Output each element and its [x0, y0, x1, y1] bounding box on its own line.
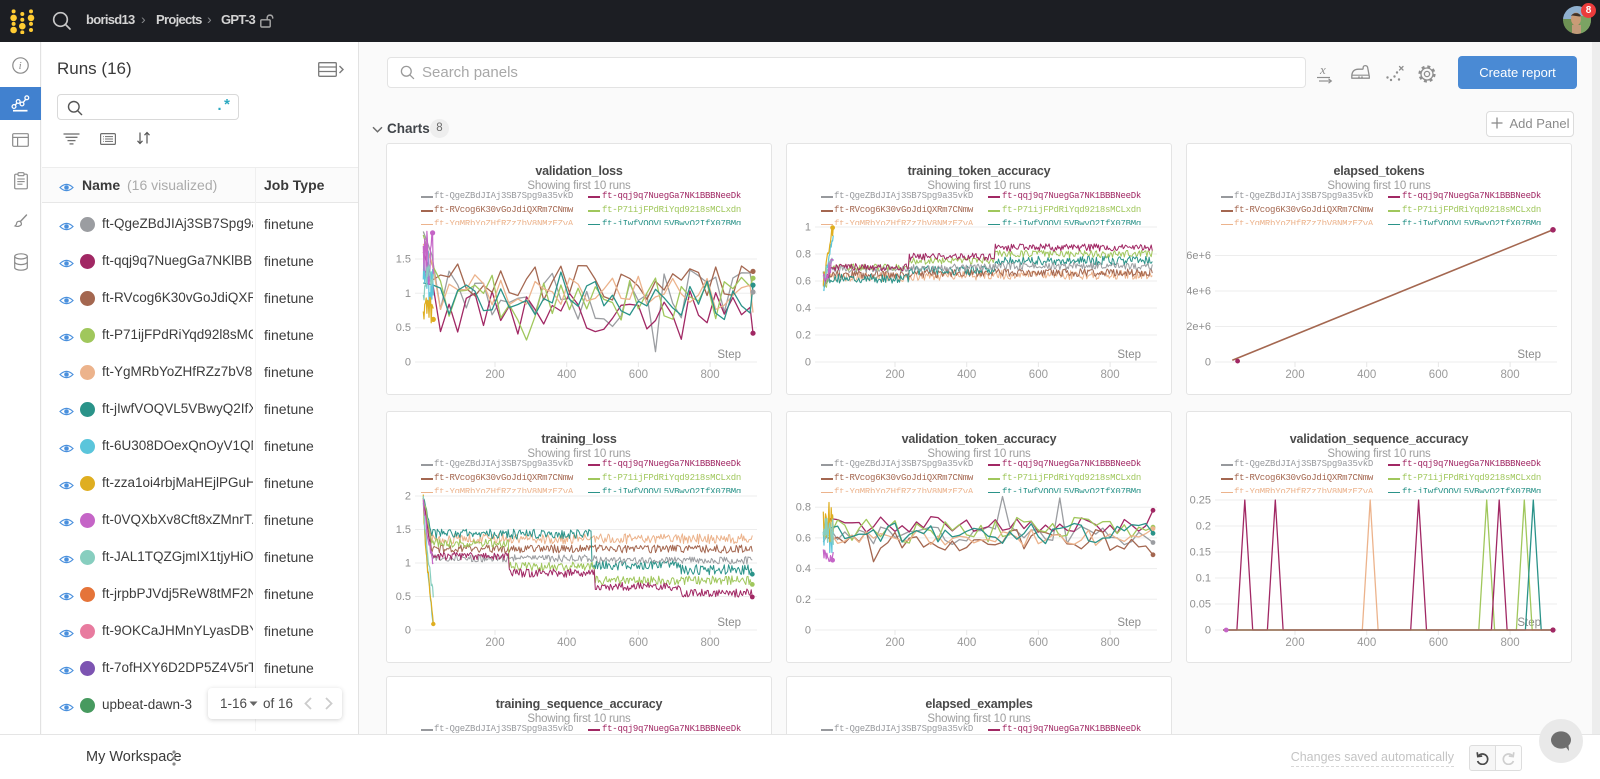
svg-text:0: 0: [805, 625, 811, 637]
svg-text:0.4: 0.4: [796, 303, 811, 315]
svg-text:200: 200: [885, 369, 904, 381]
svg-text:0: 0: [405, 357, 411, 369]
svg-text:6e+6: 6e+6: [1187, 250, 1211, 262]
svg-text:0: 0: [1205, 357, 1211, 369]
svg-text:0.8: 0.8: [796, 249, 811, 261]
svg-text:200: 200: [1285, 369, 1304, 381]
svg-text:i: i: [19, 60, 22, 72]
svg-text:400: 400: [1357, 369, 1376, 381]
svg-text:800: 800: [1501, 369, 1520, 381]
svg-text:Step: Step: [717, 349, 741, 361]
svg-text:Step: Step: [1117, 349, 1141, 361]
svg-text:400: 400: [957, 369, 976, 381]
svg-text:800: 800: [701, 637, 720, 649]
svg-text:0.6: 0.6: [796, 276, 811, 288]
svg-text:0.4: 0.4: [796, 563, 811, 575]
svg-text:x: x: [1319, 64, 1326, 77]
svg-text:0: 0: [805, 357, 811, 369]
svg-text:0.2: 0.2: [1196, 521, 1211, 533]
svg-text:4e+6: 4e+6: [1187, 286, 1211, 298]
svg-text:1: 1: [405, 558, 411, 570]
svg-text:600: 600: [1429, 637, 1448, 649]
svg-text:Step: Step: [1517, 349, 1541, 361]
svg-text:400: 400: [1357, 637, 1376, 649]
svg-text:Step: Step: [1517, 617, 1541, 629]
svg-text:200: 200: [885, 637, 904, 649]
svg-text:800: 800: [1101, 637, 1120, 649]
svg-text:200: 200: [485, 637, 504, 649]
svg-text:600: 600: [1029, 369, 1048, 381]
svg-text:200: 200: [1285, 637, 1304, 649]
svg-text:600: 600: [1029, 637, 1048, 649]
svg-text:400: 400: [557, 369, 576, 381]
svg-text:2e+6: 2e+6: [1187, 321, 1211, 333]
svg-text:0.05: 0.05: [1190, 599, 1211, 611]
svg-text:400: 400: [557, 637, 576, 649]
svg-text:1.5: 1.5: [396, 254, 411, 266]
svg-text:600: 600: [629, 637, 648, 649]
svg-text:2: 2: [405, 491, 411, 503]
svg-text:0.15: 0.15: [1190, 547, 1211, 559]
svg-text:1: 1: [405, 288, 411, 300]
svg-text:0.8: 0.8: [796, 502, 811, 514]
svg-text:0: 0: [405, 625, 411, 637]
svg-text:0.2: 0.2: [796, 594, 811, 606]
svg-text:0.6: 0.6: [796, 532, 811, 544]
svg-text:0.1: 0.1: [1196, 573, 1211, 585]
svg-text:800: 800: [1501, 637, 1520, 649]
svg-text:200: 200: [485, 369, 504, 381]
svg-text:0.2: 0.2: [796, 330, 811, 342]
svg-text:600: 600: [629, 369, 648, 381]
svg-text:800: 800: [701, 369, 720, 381]
svg-text:Step: Step: [1117, 617, 1141, 629]
svg-text:0: 0: [1205, 625, 1211, 637]
svg-text:Step: Step: [717, 617, 741, 629]
svg-text:600: 600: [1429, 369, 1448, 381]
svg-text:0.25: 0.25: [1190, 495, 1211, 507]
svg-text:0.5: 0.5: [396, 322, 411, 334]
svg-text:0.5: 0.5: [396, 591, 411, 603]
svg-text:400: 400: [957, 637, 976, 649]
svg-text:800: 800: [1101, 369, 1120, 381]
svg-text:1.5: 1.5: [396, 524, 411, 536]
svg-text:1: 1: [805, 222, 811, 234]
